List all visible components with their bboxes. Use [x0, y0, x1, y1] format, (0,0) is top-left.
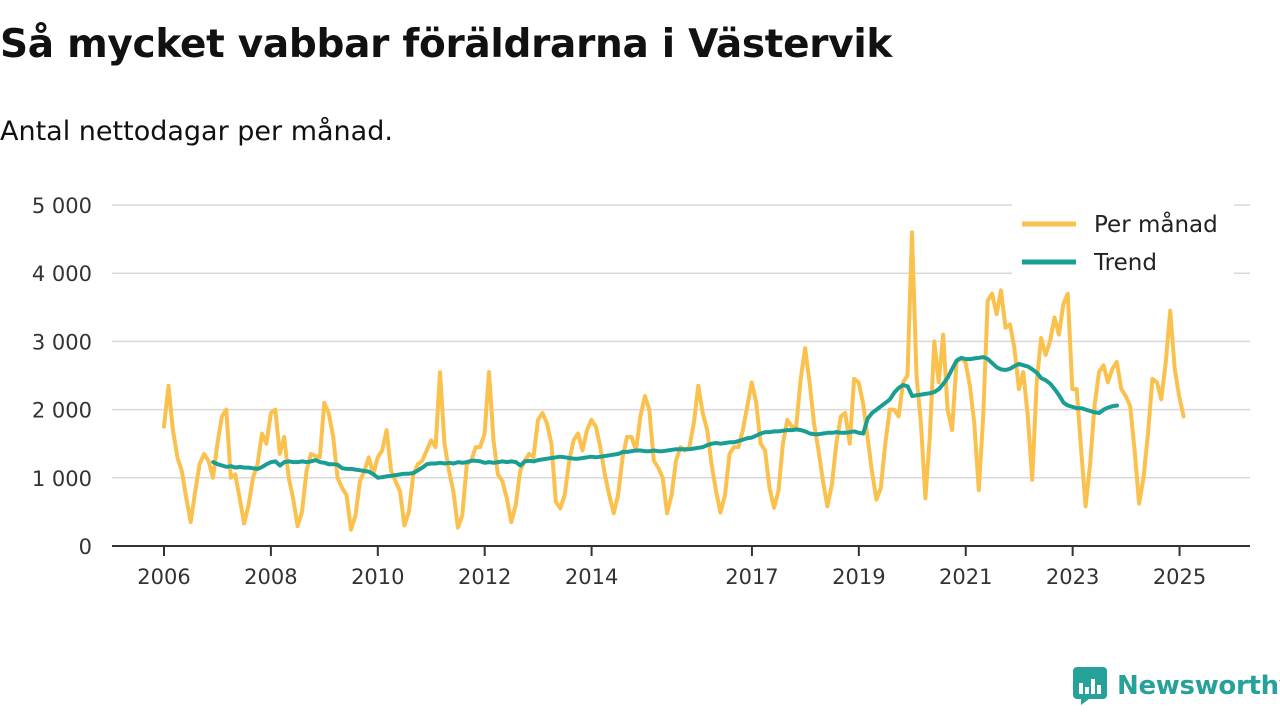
- legend-label-per-manad: Per månad: [1094, 210, 1218, 238]
- x-axis-ticks: 2006 2008 2010 2012 2014 2017 2019 2021 2023 2025: [137, 546, 1206, 589]
- y-tick-label: 3 000: [32, 330, 92, 354]
- series-line-per-manad: [162, 230, 1186, 532]
- x-tick-label: 2012: [458, 565, 511, 589]
- y-axis-ticks: 0 1 000 2 000 3 000 4 000 5 000: [32, 194, 92, 559]
- x-tick-label: 2014: [565, 565, 618, 589]
- x-tick-label: 2008: [244, 565, 297, 589]
- y-tick-label: 2 000: [32, 399, 92, 423]
- legend-label-trend: Trend: [1093, 250, 1157, 276]
- x-tick-label: 2010: [351, 565, 404, 589]
- y-tick-label: 1 000: [32, 467, 92, 491]
- x-tick-label: 2023: [1046, 565, 1099, 589]
- newsworthy-logo-icon: [1073, 667, 1107, 705]
- brand-name: Newsworthy: [1117, 671, 1280, 701]
- x-tick-label: 2025: [1153, 565, 1206, 589]
- series-layer: [162, 230, 1186, 532]
- y-tick-label: 0: [79, 535, 92, 559]
- x-tick-label: 2006: [137, 565, 190, 589]
- legend: Per månad Trend: [1012, 203, 1234, 277]
- x-tick-label: 2017: [725, 565, 778, 589]
- newsworthy-brand: Newsworthy: [1073, 667, 1280, 705]
- y-tick-label: 4 000: [32, 262, 92, 286]
- y-tick-label: 5 000: [32, 194, 92, 218]
- chart-title: Så mycket vabbar föräldrarna i Västervik: [0, 22, 893, 67]
- x-tick-label: 2019: [832, 565, 885, 589]
- legend-background: [1012, 203, 1234, 277]
- chart-subtitle: Antal nettodagar per månad.: [0, 116, 393, 147]
- series-line-trend: [211, 355, 1119, 480]
- x-tick-label: 2021: [939, 565, 992, 589]
